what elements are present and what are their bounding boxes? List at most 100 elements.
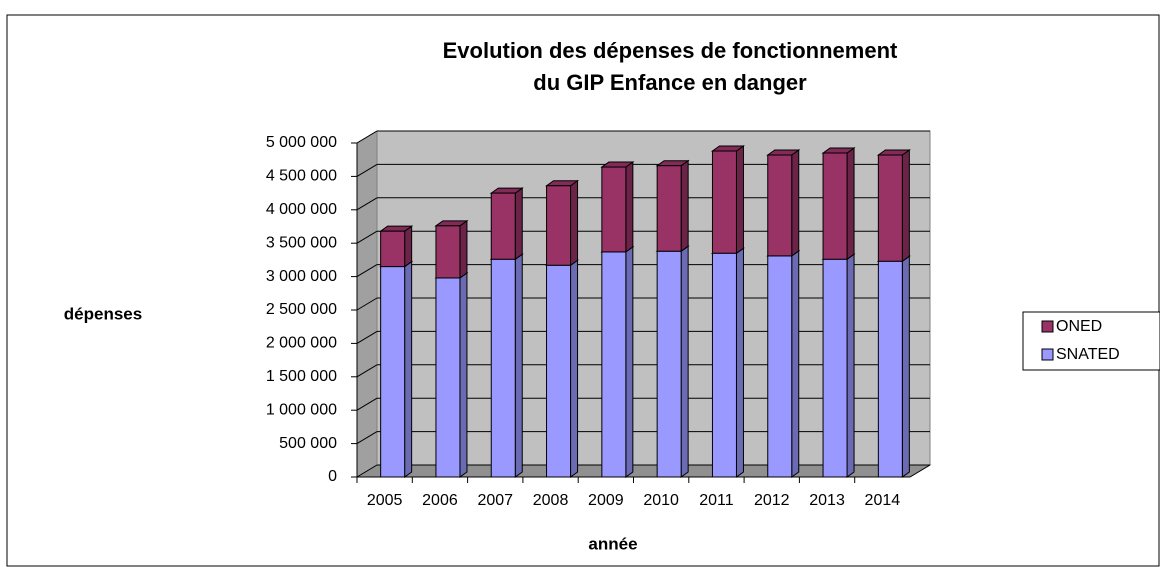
y-tick-label: 2 500 000 — [266, 301, 337, 318]
x-tick-label: 2008 — [533, 492, 569, 509]
bar-front — [877, 154, 903, 262]
y-tick-label: 4 500 000 — [266, 168, 337, 185]
legend-swatch — [1041, 320, 1054, 333]
grid-line — [356, 264, 378, 278]
bar — [766, 249, 801, 478]
bar-front — [490, 258, 516, 478]
grid-line — [356, 130, 378, 144]
y-axis-title: dépenses — [64, 304, 142, 323]
bar-side — [404, 225, 413, 268]
bar-front — [877, 260, 903, 478]
y-tick-label: 2 000 000 — [266, 335, 337, 352]
x-tick-label: 2014 — [865, 492, 901, 509]
bar — [876, 255, 911, 478]
bar — [600, 161, 635, 253]
grid-line — [356, 163, 378, 177]
bar-front — [601, 166, 627, 253]
bar-front — [601, 251, 627, 478]
bar — [876, 149, 911, 263]
bar-front — [711, 150, 737, 254]
bar-front — [380, 266, 406, 478]
bar-front — [656, 165, 682, 252]
bar-side — [404, 260, 413, 478]
bar-front — [767, 154, 793, 257]
x-tick-label: 2005 — [367, 492, 403, 509]
x-axis-title: année — [588, 534, 637, 553]
bar — [379, 225, 414, 268]
y-tick-label: 5 000 000 — [266, 134, 337, 151]
x-tick-label: 2010 — [643, 492, 679, 509]
grid-line — [356, 297, 378, 311]
y-tick-label: 3 500 000 — [266, 234, 337, 251]
bar — [821, 253, 856, 478]
y-tick-label: 1 500 000 — [266, 368, 337, 385]
bar — [821, 147, 856, 261]
bar-side — [625, 245, 634, 478]
bar-side — [459, 271, 468, 478]
bar-side — [514, 187, 523, 261]
bar-front — [822, 258, 848, 478]
grid-line — [356, 230, 378, 244]
y-tick-label: 4 000 000 — [266, 201, 337, 218]
x-tick-label: 2009 — [588, 492, 624, 509]
bar-side — [459, 219, 468, 279]
x-tick-label: 2013 — [809, 492, 845, 509]
y-tick-label: 0 — [328, 468, 337, 485]
bar-side — [901, 149, 910, 263]
chart-title: du GIP Enfance en danger — [533, 70, 807, 95]
y-tick-label: 3 000 000 — [266, 268, 337, 285]
bar — [544, 179, 580, 267]
bar-front — [711, 252, 737, 478]
bar-side — [791, 149, 800, 257]
bar — [600, 245, 635, 478]
bar-front — [767, 255, 793, 478]
bar — [710, 145, 746, 255]
bar-side — [625, 161, 634, 253]
bar-side — [680, 245, 689, 478]
x-tick-label: 2011 — [699, 492, 734, 509]
bar-side — [735, 247, 744, 478]
bar-front — [435, 225, 461, 279]
bar-side — [846, 253, 855, 478]
bar — [434, 219, 469, 279]
bar-side — [735, 145, 744, 255]
bar — [489, 253, 524, 478]
y-tick-label: 1 000 000 — [266, 401, 337, 418]
legend-label: SNATED — [1056, 346, 1120, 363]
grid-line — [356, 364, 378, 378]
bar-front — [822, 152, 848, 260]
bar-side — [846, 147, 855, 261]
x-tick-label: 2012 — [754, 492, 790, 509]
y-tick-label: 500 000 — [279, 435, 337, 452]
bar — [655, 159, 690, 253]
bar — [379, 260, 414, 478]
x-axis — [909, 464, 931, 478]
bar-side — [570, 179, 579, 267]
grid-line — [356, 330, 378, 344]
bar — [655, 245, 690, 478]
bar-side — [514, 253, 523, 478]
bar — [544, 259, 580, 478]
bar-side — [901, 255, 910, 478]
bar-front — [435, 277, 461, 478]
chart-title: Evolution des dépenses de fonctionnement — [443, 38, 898, 63]
legend-swatch — [1041, 348, 1054, 361]
bar — [766, 149, 801, 257]
bar-side — [791, 249, 800, 478]
bar-front — [546, 264, 572, 478]
x-tick-label: 2007 — [477, 492, 513, 509]
bar — [489, 187, 524, 261]
grid-line — [356, 431, 378, 445]
grid-line — [356, 397, 378, 411]
x-tick-label: 2006 — [422, 492, 458, 509]
bar-side — [680, 159, 689, 253]
bar-front — [490, 192, 516, 260]
bar — [434, 271, 469, 478]
bar — [710, 247, 746, 478]
legend-label: ONED — [1056, 318, 1102, 335]
bar-front — [546, 185, 572, 266]
bar-front — [380, 230, 406, 268]
grid-line — [356, 464, 378, 478]
grid-line — [356, 197, 378, 211]
bar-front — [656, 250, 682, 478]
